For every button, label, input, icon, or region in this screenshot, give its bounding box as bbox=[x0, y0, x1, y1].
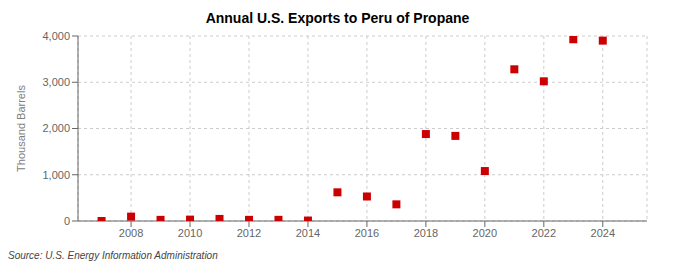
svg-text:2016: 2016 bbox=[355, 227, 379, 239]
svg-text:2012: 2012 bbox=[237, 227, 261, 239]
svg-text:0: 0 bbox=[64, 215, 70, 227]
svg-text:2022: 2022 bbox=[532, 227, 556, 239]
svg-text:2018: 2018 bbox=[414, 227, 438, 239]
svg-text:3,000: 3,000 bbox=[42, 76, 70, 88]
html-text:Annual U.S. Exports to Peru of: Annual U.S. Exports to Peru of Propane bbox=[205, 10, 470, 26]
svg-text:4,000: 4,000 bbox=[42, 30, 70, 42]
svg-text:2020: 2020 bbox=[473, 227, 497, 239]
svg-text:2024: 2024 bbox=[591, 227, 615, 239]
html-text:Source: U.S. Energy Informatio: Source: U.S. Energy Information Administ… bbox=[8, 250, 218, 261]
svg-text:2014: 2014 bbox=[296, 227, 320, 239]
svg-text:2010: 2010 bbox=[178, 227, 202, 239]
svg-text:1,000: 1,000 bbox=[42, 169, 70, 181]
svg-text:2,000: 2,000 bbox=[42, 122, 70, 134]
svg-text:Thousand Barrels: Thousand Barrels bbox=[15, 85, 27, 172]
svg-text:2008: 2008 bbox=[119, 227, 143, 239]
